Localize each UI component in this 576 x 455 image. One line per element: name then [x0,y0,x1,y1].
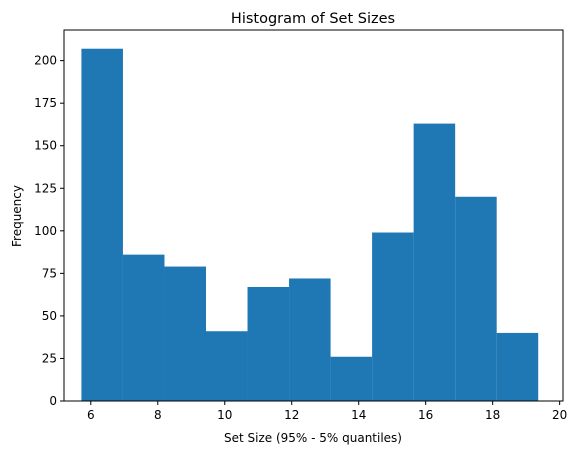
y-axis-ticks: 0 25 50 75 100 125 150 175 200 [34,54,64,408]
histogram-bar-6 [289,278,331,401]
x-tick-label: 20 [552,408,567,422]
y-tick-label: 100 [34,224,57,238]
x-tick-label: 12 [284,408,299,422]
y-tick-label: 50 [42,309,57,323]
histogram-bar-9 [413,123,456,401]
x-axis-ticks: 6 8 10 12 14 16 18 20 [87,401,567,422]
x-tick-label: 8 [154,408,162,422]
x-tick-label: 6 [87,408,95,422]
y-axis-label: Frequency [10,185,24,247]
x-tick-label: 10 [217,408,232,422]
histogram-bar-11 [496,332,539,401]
histogram-bar-1 [81,48,123,401]
bars-group [81,48,539,401]
histogram-bar-3 [164,266,206,401]
x-tick-label: 16 [418,408,433,422]
y-tick-label: 25 [42,351,57,365]
histogram-bar-4 [205,331,248,401]
y-tick-label: 150 [34,139,57,153]
x-tick-label: 18 [485,408,500,422]
y-tick-label: 175 [34,96,57,110]
chart-title: Histogram of Set Sizes [231,11,395,27]
histogram-bar-10 [455,196,497,401]
histogram-bar-5 [247,286,290,401]
y-tick-label: 200 [34,54,57,68]
histogram-bar-8 [372,232,414,401]
y-tick-label: 125 [34,181,57,195]
x-tick-label: 14 [351,408,366,422]
y-tick-label: 0 [49,394,57,408]
plot-frame [63,29,564,402]
histogram-bar-7 [330,356,373,401]
histogram-bar-2 [122,254,165,401]
x-axis-label: Set Size (95% - 5% quantiles) [224,431,402,445]
y-tick-label: 75 [42,266,57,280]
